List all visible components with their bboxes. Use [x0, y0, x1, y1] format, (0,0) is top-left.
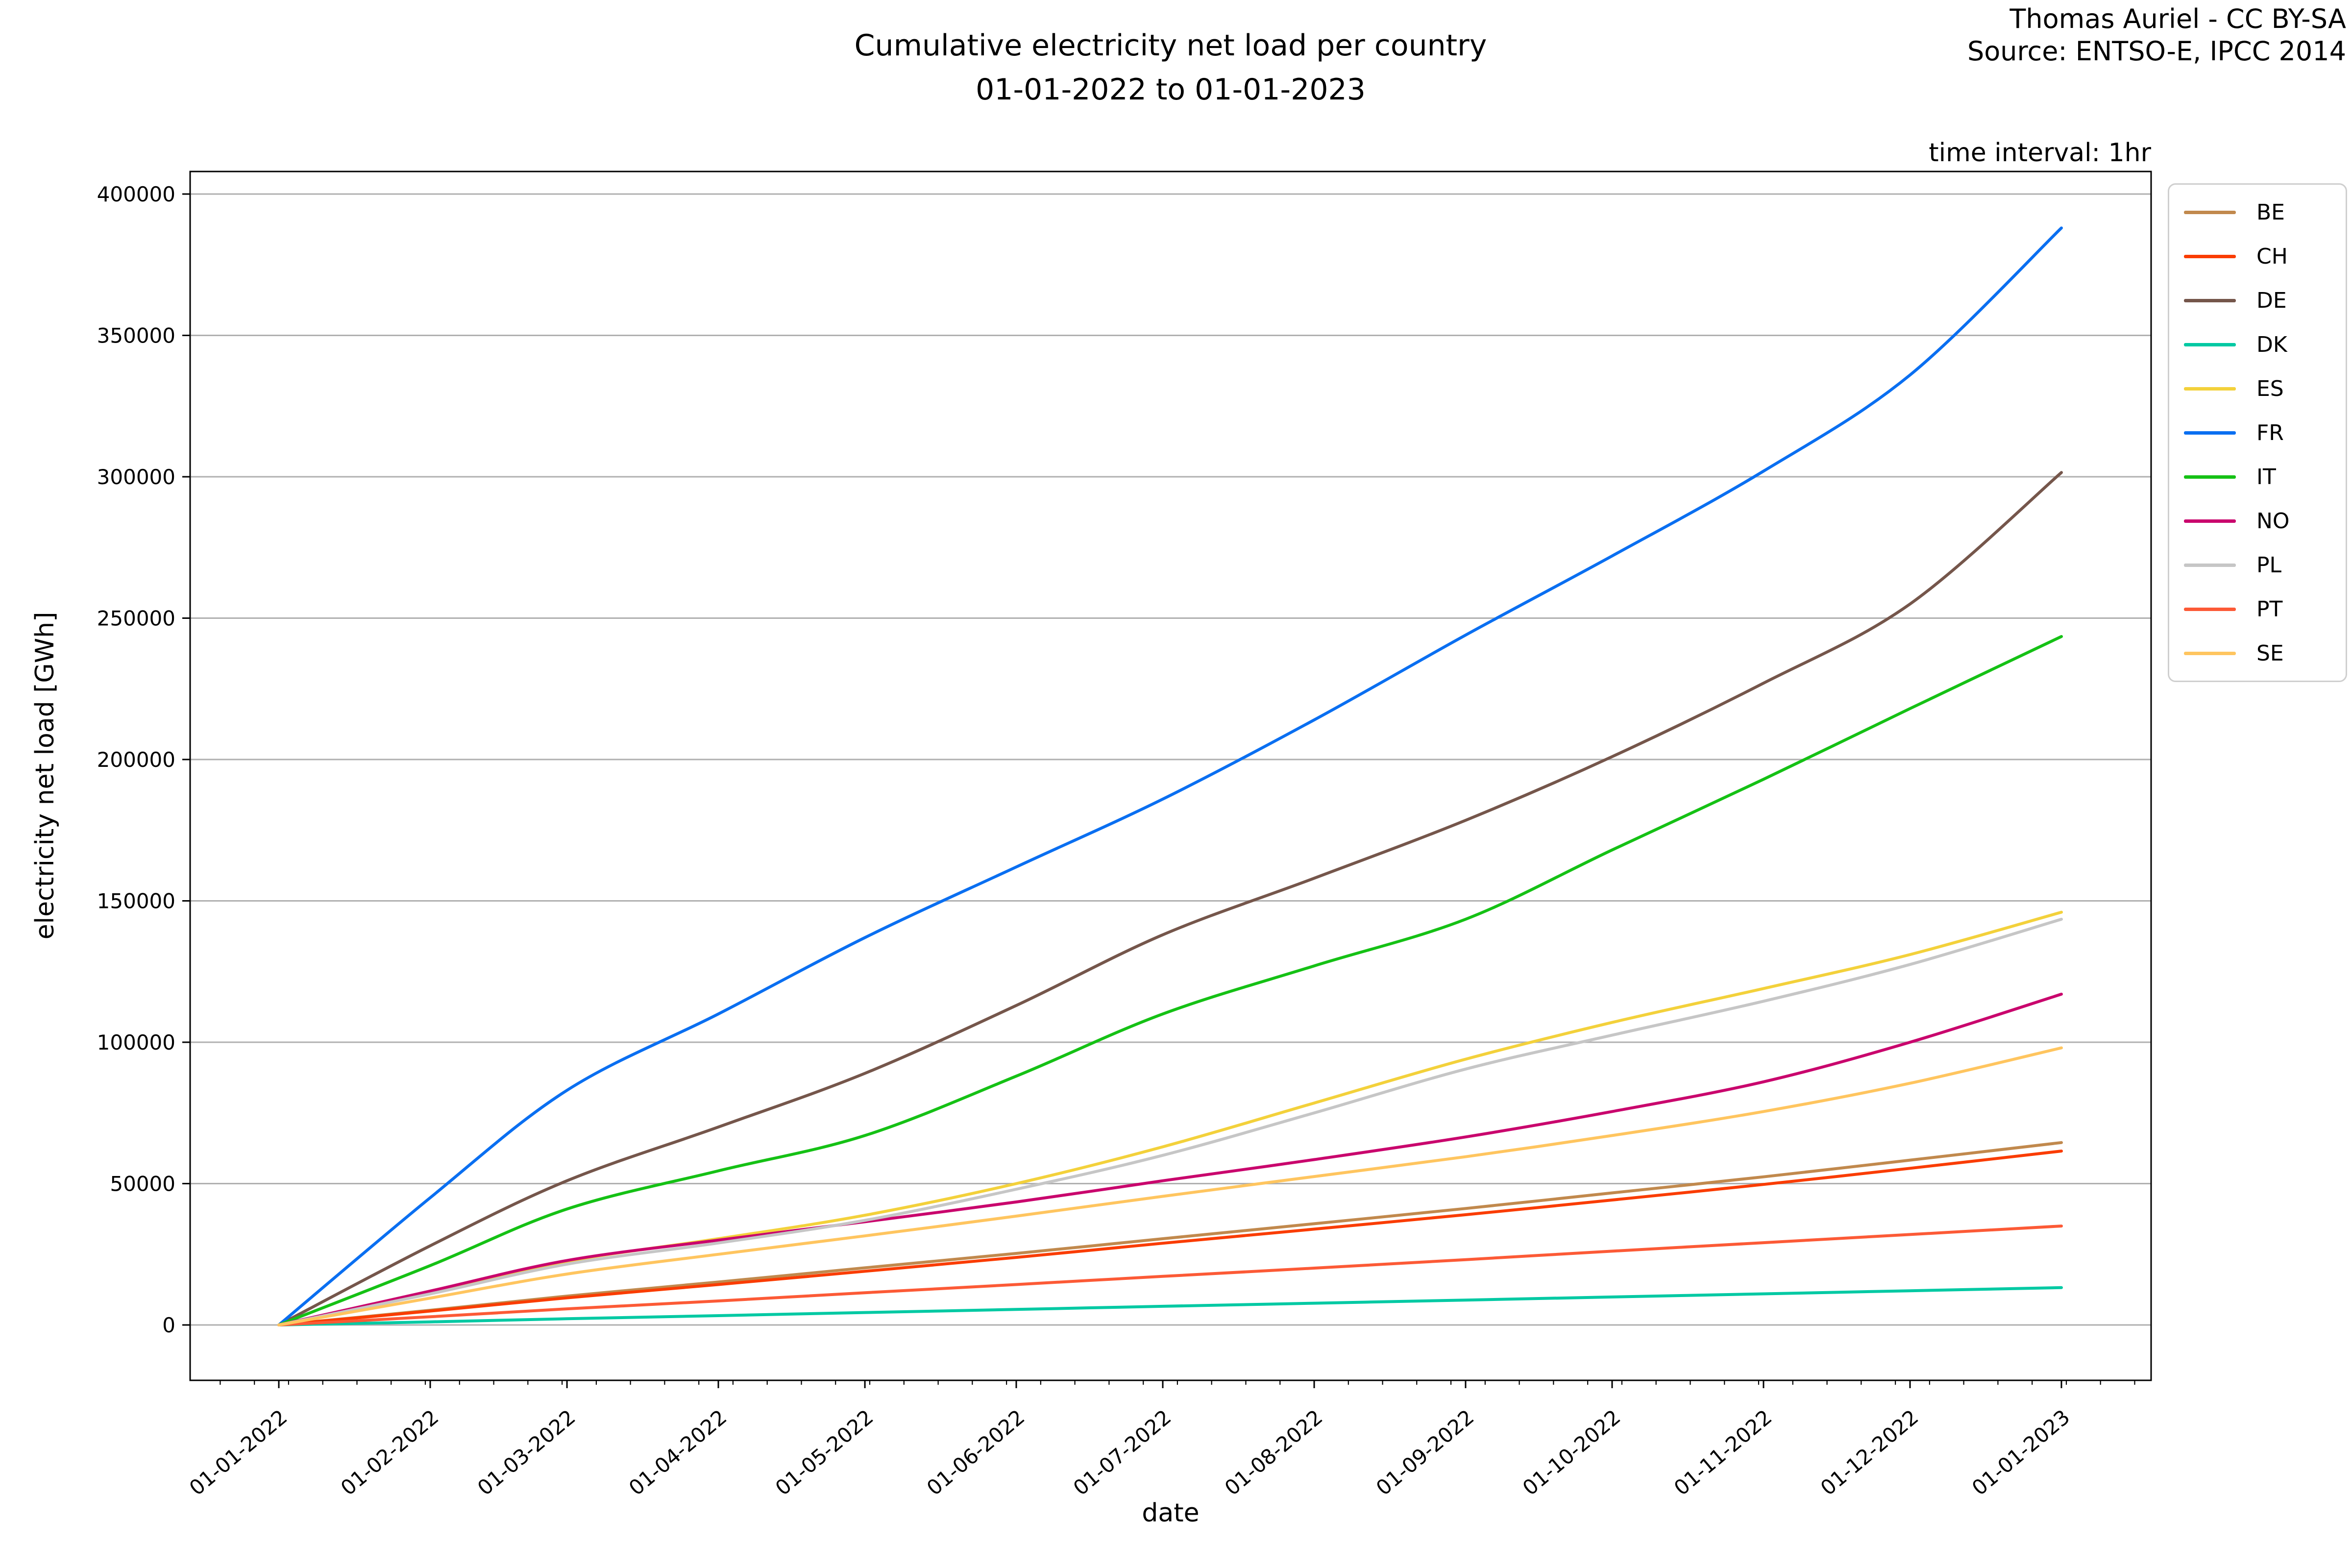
series-line-IT — [277, 635, 2063, 1326]
series-line-PL — [277, 918, 2063, 1326]
legend-label-CH: CH — [2256, 244, 2288, 269]
legend-swatch-IT — [2184, 475, 2236, 479]
x-tick-label: 01-11-2022 — [1669, 1405, 1776, 1500]
legend-swatch-NO — [2184, 519, 2236, 523]
legend-label-ES: ES — [2256, 376, 2284, 401]
legend-swatch-PT — [2184, 607, 2236, 611]
legend-swatch-BE — [2184, 210, 2236, 214]
legend-item-SE: SE — [2169, 639, 2346, 667]
x-axis-title: date — [1142, 1498, 1200, 1528]
legend-label-SE: SE — [2256, 640, 2284, 666]
legend-swatch-CH — [2184, 254, 2236, 258]
x-tick-label: 01-06-2022 — [922, 1405, 1029, 1500]
plot-frame — [189, 171, 2152, 1381]
x-tick-label: 01-09-2022 — [1372, 1405, 1478, 1500]
series-line-NO — [277, 992, 2063, 1326]
x-tick-label: 01-04-2022 — [624, 1405, 731, 1500]
legend-label-PL: PL — [2256, 552, 2282, 578]
x-tick-label: 01-10-2022 — [1518, 1405, 1625, 1500]
legend-item-ES: ES — [2169, 375, 2346, 402]
series-line-BE — [277, 1141, 2063, 1326]
x-tick-label: 01-02-2022 — [336, 1405, 443, 1500]
legend-item-PL: PL — [2169, 551, 2346, 579]
legend-swatch-FR — [2184, 431, 2236, 435]
chart-title-line1: Cumulative electricity net load per coun… — [854, 28, 1487, 63]
y-tick-label: 200000 — [97, 748, 175, 772]
legend-swatch-ES — [2184, 387, 2236, 391]
legend-label-DE: DE — [2256, 288, 2287, 313]
y-tick-label: 50000 — [110, 1172, 175, 1196]
legend-label-PT: PT — [2256, 596, 2283, 622]
y-tick-label: 250000 — [97, 607, 175, 631]
legend-label-IT: IT — [2256, 464, 2276, 490]
legend-label-BE: BE — [2256, 199, 2285, 225]
y-tick-label: 350000 — [97, 324, 175, 348]
y-tick-label: 300000 — [97, 465, 175, 489]
y-tick-label: 100000 — [97, 1030, 175, 1054]
x-tick-label: 01-07-2022 — [1069, 1405, 1176, 1500]
x-tick-label: 01-08-2022 — [1220, 1405, 1327, 1500]
x-tick-label: 01-03-2022 — [473, 1405, 580, 1500]
y-tick-label: 0 — [162, 1313, 175, 1337]
series-line-PT — [277, 1225, 2063, 1326]
legend-label-DK: DK — [2256, 332, 2287, 357]
x-tick-label: 01-01-2022 — [185, 1405, 292, 1500]
series-line-SE — [277, 1046, 2063, 1326]
chart-title-line2: 01-01-2022 to 01-01-2023 — [976, 73, 1366, 107]
y-tick-label: 150000 — [97, 889, 175, 913]
legend-item-NO: NO — [2169, 507, 2346, 535]
legend-item-PT: PT — [2169, 595, 2346, 623]
legend-item-IT: IT — [2169, 463, 2346, 490]
legend-item-DE: DE — [2169, 287, 2346, 314]
legend-item-BE: BE — [2169, 198, 2346, 226]
legend-item-DK: DK — [2169, 331, 2346, 358]
x-tick-label: 01-05-2022 — [771, 1405, 878, 1500]
y-tick-label: 400000 — [97, 182, 175, 206]
legend-swatch-DK — [2184, 343, 2236, 346]
attribution-source: Source: ENTSO-E, IPCC 2014 — [1967, 35, 2346, 67]
x-tick-label: 01-01-2023 — [1967, 1405, 2074, 1500]
legend-label-NO: NO — [2256, 508, 2290, 534]
attribution: Thomas Auriel - CC BY-SA Source: ENTSO-E… — [1967, 3, 2346, 68]
series-line-DK — [277, 1286, 2063, 1326]
series-line-DE — [277, 471, 2063, 1326]
legend-item-CH: CH — [2169, 243, 2346, 270]
series-line-FR — [277, 226, 2063, 1326]
chart-title: Cumulative electricity net load per coun… — [190, 24, 2151, 112]
legend-label-FR: FR — [2256, 420, 2284, 445]
legend-box: BE CH DE DK ES FR IT NO PL PT SE — [2168, 183, 2347, 682]
legend-swatch-SE — [2184, 651, 2236, 655]
series-line-CH — [277, 1150, 2063, 1326]
time-interval-annotation: time interval: 1hr — [1929, 138, 2151, 168]
legend-swatch-DE — [2184, 298, 2236, 302]
attribution-author: Thomas Auriel - CC BY-SA — [2009, 3, 2346, 34]
legend-item-FR: FR — [2169, 419, 2346, 446]
legend-swatch-PL — [2184, 563, 2236, 567]
y-axis-title: electricity net load [GWh] — [30, 612, 60, 940]
x-tick-label: 01-12-2022 — [1816, 1405, 1923, 1500]
